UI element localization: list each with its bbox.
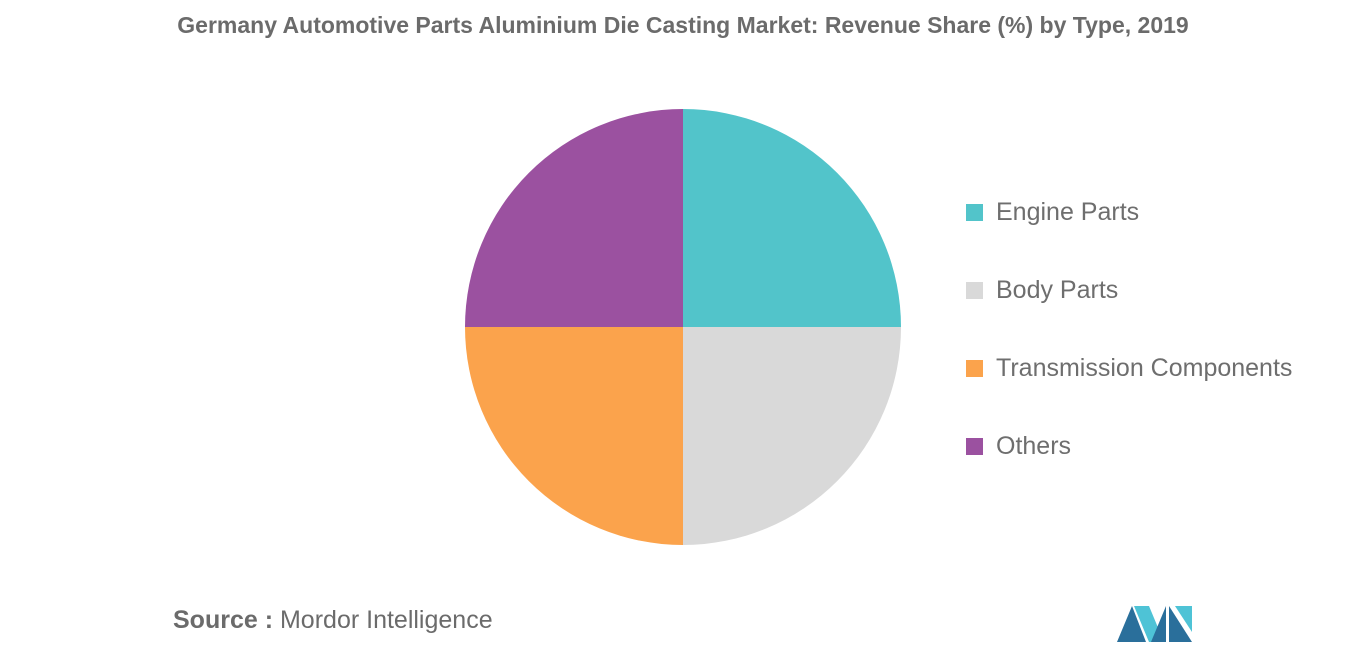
mordor-intelligence-logo-icon bbox=[1117, 606, 1192, 642]
pie-slice-others bbox=[465, 109, 683, 327]
source-note: Source : Mordor Intelligence bbox=[173, 606, 493, 635]
legend-swatch-engine-parts bbox=[966, 203, 983, 221]
legend: Engine Parts Body Parts Transmission Com… bbox=[966, 196, 1292, 508]
legend-item-others: Others bbox=[966, 430, 1292, 462]
pie-slice-engine-parts bbox=[683, 109, 901, 327]
legend-label-body-parts: Body Parts bbox=[996, 275, 1119, 304]
legend-swatch-body-parts bbox=[966, 281, 983, 299]
legend-label-others: Others bbox=[996, 431, 1072, 460]
pie-slice-transmission-components bbox=[465, 327, 683, 545]
legend-item-body-parts: Body Parts bbox=[966, 274, 1292, 306]
source-text: Mordor Intelligence bbox=[279, 606, 493, 634]
legend-item-transmission-components: Transmission Components bbox=[966, 352, 1292, 384]
legend-label-transmission-components: Transmission Components bbox=[996, 353, 1293, 382]
legend-swatch-others bbox=[966, 437, 983, 455]
legend-label-engine-parts: Engine Parts bbox=[996, 197, 1140, 226]
pie-slice-body-parts bbox=[683, 327, 901, 545]
source-label: Source : bbox=[173, 606, 274, 634]
legend-item-engine-parts: Engine Parts bbox=[966, 196, 1292, 228]
legend-swatch-transmission-components bbox=[966, 359, 983, 377]
chart-title: Germany Automotive Parts Aluminium Die C… bbox=[177, 12, 1189, 38]
